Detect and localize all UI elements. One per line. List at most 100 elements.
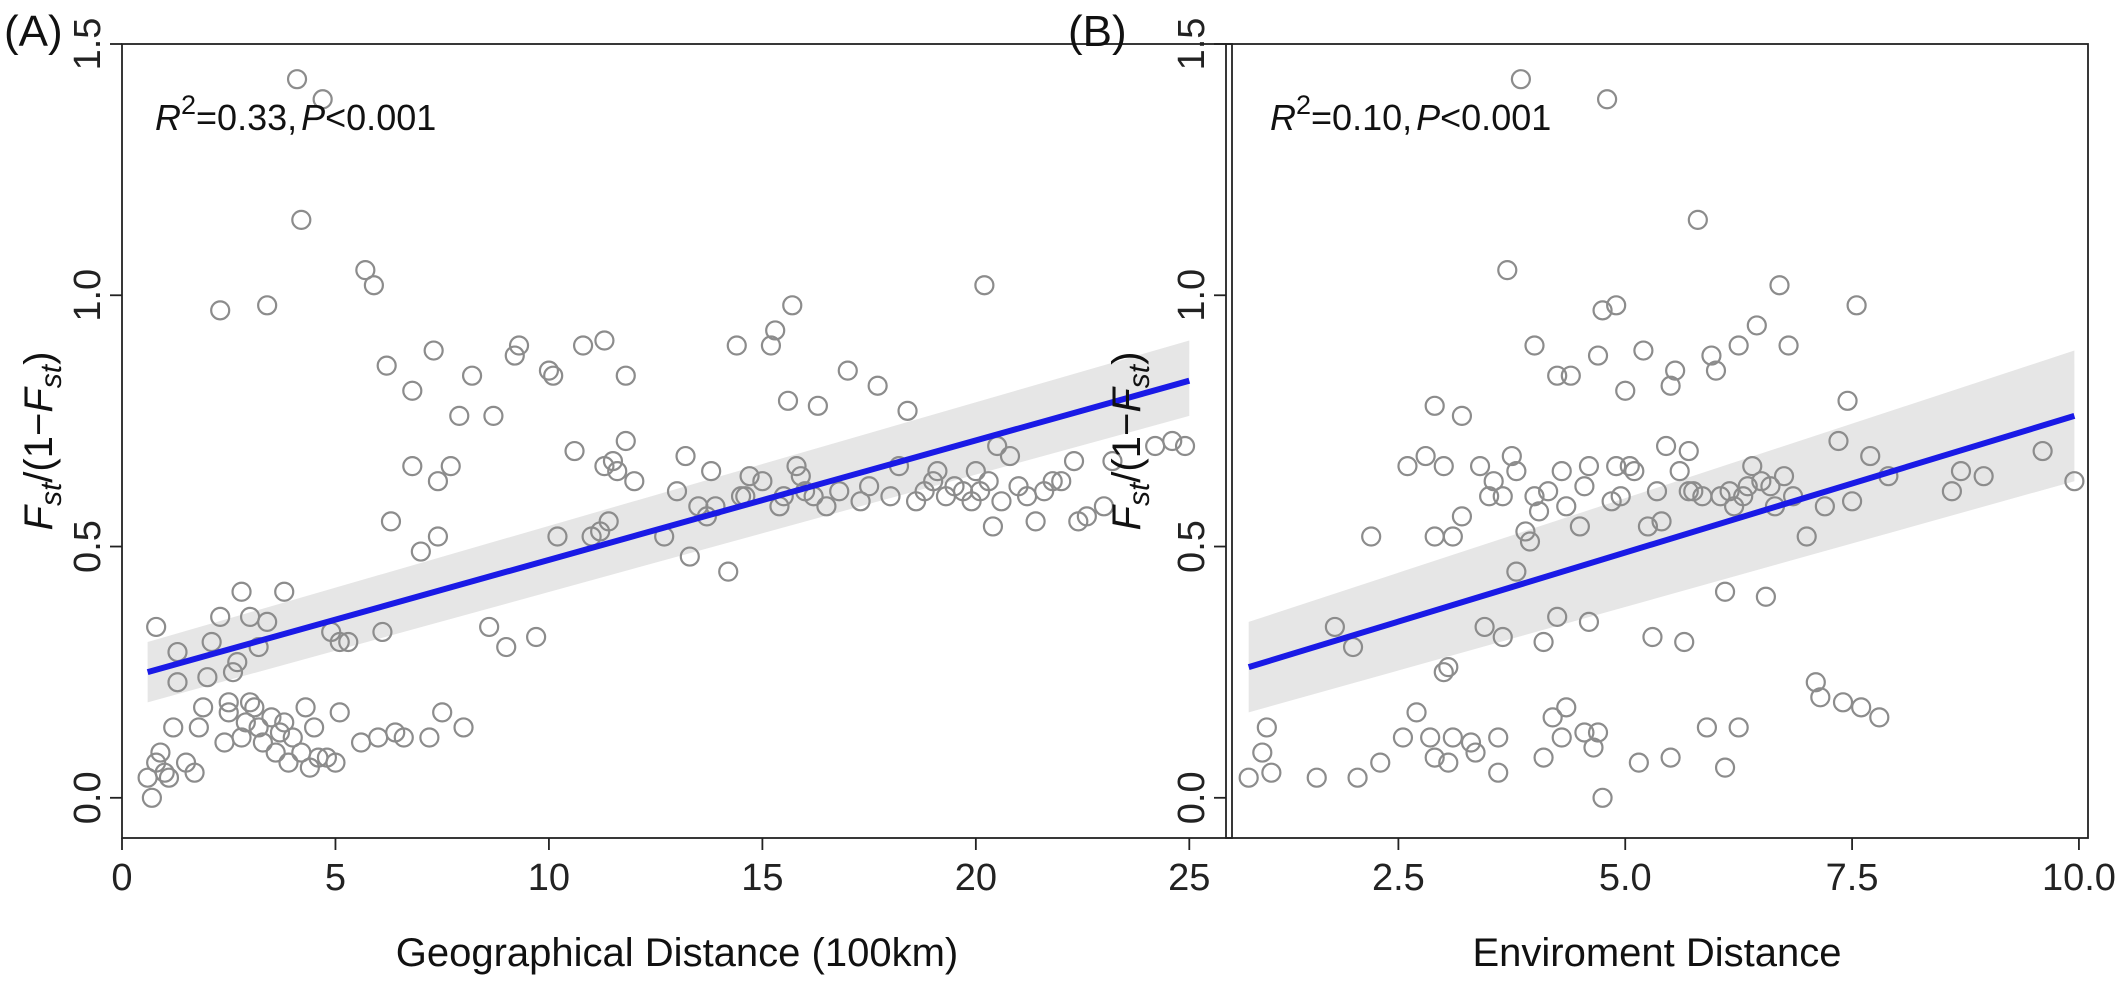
data-point bbox=[197, 667, 218, 688]
y-tick-label: 0.0 bbox=[67, 771, 109, 824]
plot-frame bbox=[121, 43, 1233, 839]
data-point bbox=[363, 275, 384, 296]
data-point bbox=[295, 697, 316, 718]
data-point bbox=[1769, 275, 1790, 296]
data-point bbox=[1025, 511, 1046, 532]
data-point bbox=[154, 762, 175, 783]
data-point bbox=[1696, 717, 1718, 738]
data-point bbox=[1528, 501, 1550, 522]
data-point bbox=[526, 626, 547, 648]
data-point bbox=[974, 275, 995, 296]
data-point bbox=[1488, 727, 1509, 748]
data-point bbox=[880, 486, 901, 507]
stats-annotation: R2=0.10, P<0.001 bbox=[1270, 90, 1551, 138]
data-point bbox=[222, 662, 244, 683]
data-point bbox=[461, 365, 483, 386]
data-point bbox=[423, 340, 444, 361]
data-point bbox=[325, 752, 346, 773]
data-point bbox=[1592, 300, 1613, 321]
data-point bbox=[1837, 390, 1858, 411]
data-point bbox=[1705, 360, 1727, 381]
data-point bbox=[282, 727, 303, 748]
x-axis: 2.5 5.0 7.5 10.0 bbox=[1372, 838, 2116, 899]
data-point bbox=[1238, 767, 1259, 788]
data-point bbox=[1719, 481, 1740, 502]
data-point bbox=[248, 717, 269, 738]
data-point bbox=[1610, 486, 1631, 507]
panel-b: (B) 2.5 5.0 7.5 10.0 0.0 0.5 1.0 1.5 R2=0.10, P… bbox=[1068, 7, 2116, 975]
data-point bbox=[1841, 491, 1863, 512]
data-point bbox=[1324, 616, 1345, 638]
data-point bbox=[146, 616, 167, 638]
data-point bbox=[837, 360, 858, 381]
data-point bbox=[1392, 727, 1414, 748]
x-tick-label: 2.5 bbox=[1372, 857, 1425, 899]
data-point bbox=[978, 471, 999, 492]
data-point bbox=[312, 89, 333, 110]
data-point bbox=[547, 526, 568, 547]
data-point bbox=[807, 395, 828, 416]
data-point bbox=[496, 636, 517, 658]
data-point bbox=[274, 712, 295, 733]
data-point bbox=[1714, 757, 1736, 778]
data-point bbox=[1760, 476, 1781, 497]
data-point bbox=[231, 727, 252, 748]
data-point bbox=[543, 365, 564, 386]
data-point bbox=[1162, 430, 1183, 452]
data-point bbox=[1424, 395, 1445, 416]
data-point bbox=[376, 355, 397, 376]
x-axis: 0 5 10 15 20 25 bbox=[111, 838, 1210, 899]
data-point bbox=[419, 727, 440, 748]
r2-value: =0.33, bbox=[196, 97, 297, 138]
data-point bbox=[816, 496, 837, 517]
data-point bbox=[1628, 752, 1649, 773]
data-point bbox=[765, 320, 786, 341]
data-point bbox=[1687, 209, 1708, 230]
data-point bbox=[1637, 516, 1659, 537]
data-point bbox=[624, 471, 645, 492]
data-point bbox=[1973, 466, 1994, 487]
data-point bbox=[350, 732, 372, 753]
y-tick-label: 1.0 bbox=[1171, 269, 1213, 322]
data-point bbox=[1746, 315, 1767, 336]
data-point bbox=[1642, 626, 1663, 648]
data-point bbox=[701, 461, 722, 482]
data-point bbox=[1860, 445, 1881, 467]
data-point bbox=[402, 380, 423, 401]
r2-symbol: R bbox=[155, 97, 181, 138]
data-point bbox=[163, 717, 184, 738]
data-point bbox=[679, 546, 700, 567]
data-point bbox=[210, 300, 231, 321]
panel-a: (A) 0 5 10 15 20 25 0.0 0.5 1.0 1.5 R2=0.33, P<0.… bbox=[4, 7, 1233, 975]
data-point bbox=[449, 405, 470, 426]
data-point bbox=[167, 672, 188, 693]
data-point bbox=[1438, 752, 1459, 773]
data-point bbox=[257, 295, 278, 316]
data-point bbox=[1492, 486, 1513, 507]
fit-line-layer bbox=[146, 377, 1191, 676]
data-point bbox=[1451, 506, 1473, 527]
data-point bbox=[1102, 451, 1123, 472]
data-point bbox=[1701, 345, 1722, 366]
data-point bbox=[483, 405, 504, 426]
y-tick-label: 0.0 bbox=[1171, 771, 1213, 824]
data-point bbox=[1941, 481, 1962, 502]
data-point bbox=[1501, 445, 1522, 467]
x-axis-label: Geographical Distance (100km) bbox=[396, 931, 958, 975]
data-point bbox=[1828, 430, 1849, 452]
data-point bbox=[538, 360, 560, 381]
data-point bbox=[991, 491, 1012, 512]
data-point bbox=[1733, 486, 1754, 507]
y-axis-label: Fst/(1−Fst) bbox=[1105, 352, 1156, 531]
data-point bbox=[786, 456, 807, 477]
data-point bbox=[508, 335, 530, 356]
data-point bbox=[1560, 365, 1581, 386]
data-point bbox=[393, 727, 414, 748]
data-point bbox=[504, 345, 525, 366]
data-point bbox=[1805, 672, 1826, 693]
data-point bbox=[355, 260, 376, 281]
data-point bbox=[1488, 762, 1509, 783]
data-point bbox=[1832, 692, 1854, 713]
data-point bbox=[1524, 486, 1545, 507]
y-tick-label: 1.5 bbox=[67, 18, 109, 71]
